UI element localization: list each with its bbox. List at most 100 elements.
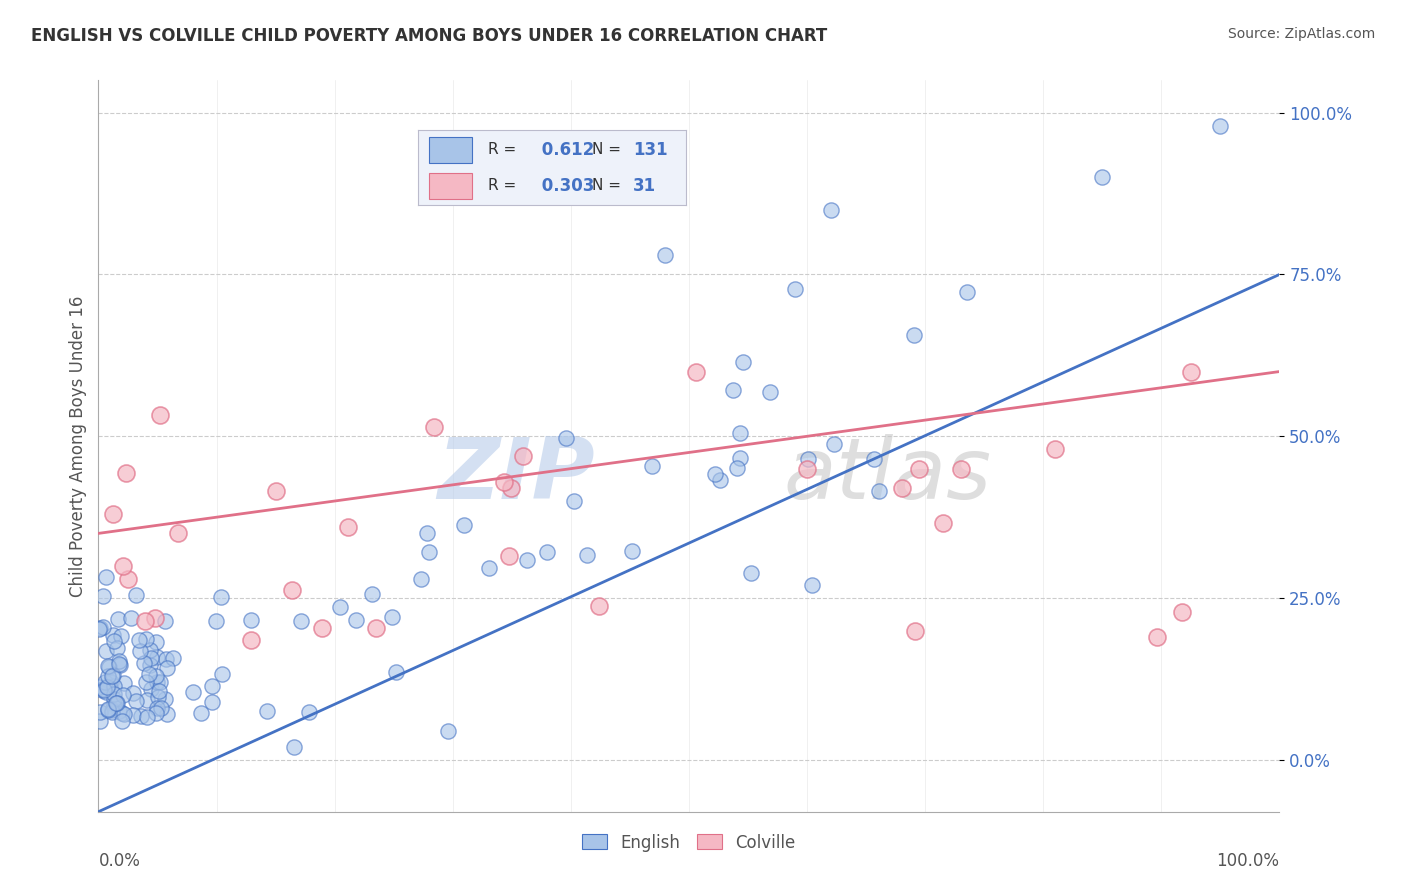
Point — [162, 650, 184, 665]
Point — [146, 701, 169, 715]
Point — [1209, 119, 1232, 133]
Point — [512, 449, 534, 463]
Point — [1043, 442, 1066, 457]
Point — [478, 561, 501, 575]
Point — [145, 706, 167, 720]
Point — [239, 632, 262, 647]
Point — [134, 615, 156, 629]
Point — [155, 692, 177, 706]
Text: 0.612: 0.612 — [536, 141, 595, 159]
Point — [90, 682, 112, 697]
Point — [108, 704, 131, 718]
Point — [101, 507, 124, 521]
Point — [146, 675, 169, 690]
Point — [823, 436, 845, 450]
Point — [112, 707, 135, 722]
Point — [111, 558, 134, 573]
Point — [107, 657, 129, 672]
Point — [494, 475, 516, 489]
Text: ZIP: ZIP — [437, 434, 595, 516]
Point — [97, 703, 120, 717]
Point — [146, 650, 169, 665]
Point — [135, 632, 157, 647]
Point — [107, 612, 129, 626]
Point — [93, 620, 115, 634]
Point — [759, 385, 782, 400]
Point — [100, 674, 122, 689]
Text: 0.0%: 0.0% — [98, 852, 141, 870]
Point — [409, 572, 432, 586]
Point — [103, 691, 125, 706]
Text: Source: ZipAtlas.com: Source: ZipAtlas.com — [1227, 27, 1375, 41]
Point — [336, 520, 359, 534]
Point — [111, 714, 134, 728]
Point — [796, 461, 818, 475]
Point — [121, 708, 143, 723]
Point — [103, 687, 125, 701]
Point — [588, 599, 610, 614]
Point — [97, 660, 120, 674]
Point — [97, 659, 120, 673]
Point — [110, 629, 132, 643]
Point — [93, 682, 115, 697]
Point — [101, 667, 124, 681]
Point — [103, 679, 125, 693]
Point — [145, 634, 167, 648]
Point — [298, 705, 321, 719]
Point — [576, 549, 599, 563]
Point — [820, 202, 842, 217]
Point — [904, 624, 927, 639]
Point — [131, 708, 153, 723]
Point — [1180, 365, 1202, 379]
Point — [329, 600, 352, 615]
Point — [281, 582, 304, 597]
Text: R =: R = — [488, 143, 516, 157]
Point — [135, 675, 157, 690]
Point — [146, 690, 169, 704]
Point — [87, 622, 110, 636]
Point — [709, 473, 731, 487]
Point — [725, 460, 748, 475]
Point — [703, 467, 725, 482]
Point — [139, 643, 162, 657]
Point — [96, 668, 118, 682]
Text: ENGLISH VS COLVILLE CHILD POVERTY AMONG BOYS UNDER 16 CORRELATION CHART: ENGLISH VS COLVILLE CHILD POVERTY AMONG … — [31, 27, 827, 45]
Point — [108, 658, 131, 673]
Point — [190, 706, 212, 721]
Point — [311, 621, 333, 635]
Point — [112, 676, 135, 690]
Point — [107, 640, 129, 655]
Point — [908, 461, 931, 475]
Point — [1146, 631, 1168, 645]
Point — [554, 431, 576, 445]
Point — [453, 518, 475, 533]
Point — [344, 613, 367, 627]
Point — [89, 714, 111, 728]
Point — [96, 644, 118, 658]
Text: 131: 131 — [633, 141, 668, 159]
Point — [283, 739, 305, 754]
Point — [239, 613, 262, 627]
Bar — [429, 137, 471, 162]
Point — [94, 685, 117, 699]
Point — [536, 545, 558, 559]
Point — [516, 553, 538, 567]
Point — [416, 526, 439, 541]
Legend: English, Colville: English, Colville — [575, 827, 803, 858]
Point — [685, 365, 707, 379]
Point — [139, 681, 162, 696]
Point — [801, 577, 824, 591]
Point — [120, 611, 142, 625]
Point — [181, 685, 204, 699]
Point — [891, 481, 914, 495]
Point — [1091, 170, 1114, 185]
Point — [117, 572, 139, 586]
Bar — [429, 173, 471, 199]
Point — [103, 633, 125, 648]
Point — [97, 681, 120, 695]
Point — [145, 610, 167, 624]
Point — [381, 610, 404, 624]
Point — [104, 696, 127, 710]
Point — [620, 544, 643, 558]
Point — [89, 706, 111, 720]
